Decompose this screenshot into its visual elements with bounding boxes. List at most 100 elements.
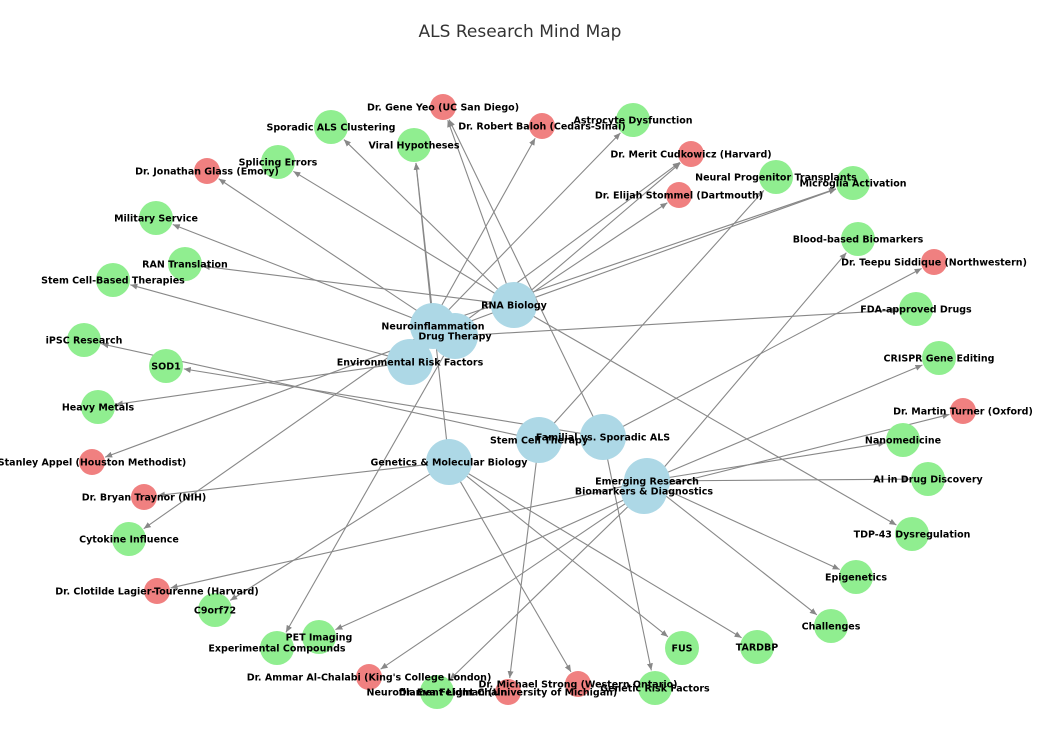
node-cudk bbox=[678, 141, 704, 167]
node-npt bbox=[759, 160, 793, 194]
node-label-tdp: TDP-43 Dysregulation bbox=[854, 530, 971, 541]
node-fam bbox=[580, 414, 626, 460]
node-label-emerg: Emerging Research bbox=[595, 477, 699, 488]
edge-drug-glass bbox=[218, 178, 440, 326]
node-label-cudk: Dr. Merit Cudkowicz (Harvard) bbox=[610, 150, 771, 161]
node-label-stem: Stem Cell Therapy bbox=[490, 436, 589, 447]
node-chalabi bbox=[356, 664, 382, 690]
node-label-env: Environmental Risk Factors bbox=[337, 358, 484, 369]
node-label-pet: PET Imaging bbox=[286, 633, 353, 644]
node-sod1 bbox=[149, 349, 183, 383]
node-label-splice: Splicing Errors bbox=[239, 158, 318, 169]
node-stem bbox=[516, 417, 562, 463]
edge-rna-stommel bbox=[529, 202, 668, 295]
node-heavy bbox=[81, 390, 115, 424]
node-micro bbox=[836, 166, 870, 200]
node-label-gen: Genetics & Molecular Biology bbox=[371, 458, 529, 469]
edge-gen-tardbp bbox=[465, 471, 742, 639]
node-label-ai: AI in Drug Discovery bbox=[873, 475, 983, 486]
node-label-neuro: Neuroinflammation bbox=[381, 322, 484, 333]
node-label-sod1: SOD1 bbox=[151, 362, 180, 373]
node-scbt bbox=[96, 263, 130, 297]
node-crispr bbox=[922, 341, 956, 375]
node-layer bbox=[67, 94, 976, 709]
node-feldman bbox=[495, 679, 521, 705]
node-astro bbox=[616, 103, 650, 137]
edge-neuro-military bbox=[172, 224, 416, 320]
node-appel bbox=[79, 449, 105, 475]
edge-gen-traynor bbox=[157, 463, 431, 498]
edge-env-scbt bbox=[130, 283, 392, 358]
node-label-fus: FUS bbox=[671, 644, 692, 655]
node-tardbp bbox=[740, 630, 774, 664]
node-label-turner: Dr. Martin Turner (Oxford) bbox=[893, 407, 1033, 418]
chart-title: ALS Research Mind Map bbox=[418, 22, 622, 42]
node-label-tardbp: TARDBP bbox=[736, 643, 779, 654]
edge-emerg-epi bbox=[664, 488, 840, 570]
edge-bio-chalabi bbox=[380, 501, 629, 670]
node-label-nfl: Neurofilament Light Chain bbox=[367, 688, 508, 699]
node-label-astro: Astrocyte Dysfunction bbox=[574, 116, 693, 127]
node-challenges bbox=[814, 609, 848, 643]
edge-fam-siddique bbox=[619, 268, 922, 429]
node-label-traynor: Dr. Bryan Traynor (NIH) bbox=[82, 493, 207, 504]
edge-rna-micro bbox=[531, 188, 837, 300]
node-fda bbox=[899, 292, 933, 326]
node-label-strong: Dr. Michael Strong (Western Ontario) bbox=[478, 680, 677, 691]
node-rna bbox=[491, 282, 537, 328]
edge-fam-yeo bbox=[448, 119, 596, 421]
node-label-drug: Drug Therapy bbox=[418, 332, 492, 343]
edge-stem-npt bbox=[551, 190, 765, 427]
edge-gen-c9 bbox=[229, 471, 434, 601]
node-label-npt: Neural Progenitor Transplants bbox=[695, 173, 857, 184]
node-c9 bbox=[198, 593, 232, 627]
node-label-bio: Biomarkers & Diagnostics bbox=[575, 487, 713, 498]
node-tdp bbox=[895, 517, 929, 551]
node-ipsc bbox=[67, 323, 101, 357]
edge-bio-pet bbox=[335, 498, 627, 631]
node-label-stommel: Dr. Elijah Stommel (Dartmouth) bbox=[595, 191, 763, 202]
node-label-appel: Stanley Appel (Houston Methodist) bbox=[0, 458, 186, 469]
node-bbb bbox=[841, 222, 875, 256]
edge-layer bbox=[101, 119, 950, 680]
node-label-fda: FDA-approved Drugs bbox=[860, 305, 972, 316]
node-label-crispr: CRISPR Gene Editing bbox=[884, 354, 995, 365]
edge-rna-splice bbox=[293, 170, 499, 296]
node-grf bbox=[638, 671, 672, 705]
node-turner bbox=[950, 398, 976, 424]
node-glass bbox=[194, 158, 220, 184]
node-label-sporclust: Sporadic ALS Clustering bbox=[267, 123, 396, 134]
node-label-nano: Nanomedicine bbox=[865, 436, 941, 447]
edge-emerg-challenges bbox=[661, 492, 818, 616]
node-label-heavy: Heavy Metals bbox=[62, 403, 135, 414]
node-yeo bbox=[430, 94, 456, 120]
node-label-micro: Microglia Activation bbox=[799, 179, 906, 190]
node-label-bbb: Blood-based Biomarkers bbox=[793, 235, 924, 246]
node-label-rna: RNA Biology bbox=[481, 301, 548, 312]
node-label-viral: Viral Hypotheses bbox=[368, 141, 459, 152]
node-env bbox=[387, 339, 433, 385]
edge-env-heavy bbox=[115, 364, 392, 407]
node-lagier bbox=[144, 578, 170, 604]
node-label-ran: RAN Translation bbox=[142, 260, 228, 271]
node-ran bbox=[168, 247, 202, 281]
edge-bio-bbb bbox=[655, 252, 847, 477]
edge-rna-ran bbox=[202, 264, 496, 304]
edge-neuro-cyto bbox=[143, 336, 418, 530]
node-label-military: Military Service bbox=[114, 214, 198, 225]
node-label-c9: C9orf72 bbox=[194, 606, 236, 617]
node-viral bbox=[397, 128, 431, 162]
node-drug bbox=[432, 313, 478, 359]
node-splice bbox=[261, 145, 295, 179]
node-fus bbox=[665, 631, 699, 665]
node-cyto bbox=[112, 522, 146, 556]
node-label-fam: Familial vs. Sporadic ALS bbox=[536, 433, 670, 444]
edge-drug-exp bbox=[285, 352, 447, 633]
node-label-cyto: Cytokine Influence bbox=[79, 535, 179, 546]
edge-emerg-crispr bbox=[664, 364, 923, 475]
node-label-siddique: Dr. Teepu Siddique (Northwestern) bbox=[841, 258, 1027, 269]
node-label-baloh: Dr. Robert Baloh (Cedars-Sinai) bbox=[458, 122, 625, 133]
node-pet bbox=[302, 620, 336, 654]
edge-gen-strong bbox=[458, 478, 572, 673]
